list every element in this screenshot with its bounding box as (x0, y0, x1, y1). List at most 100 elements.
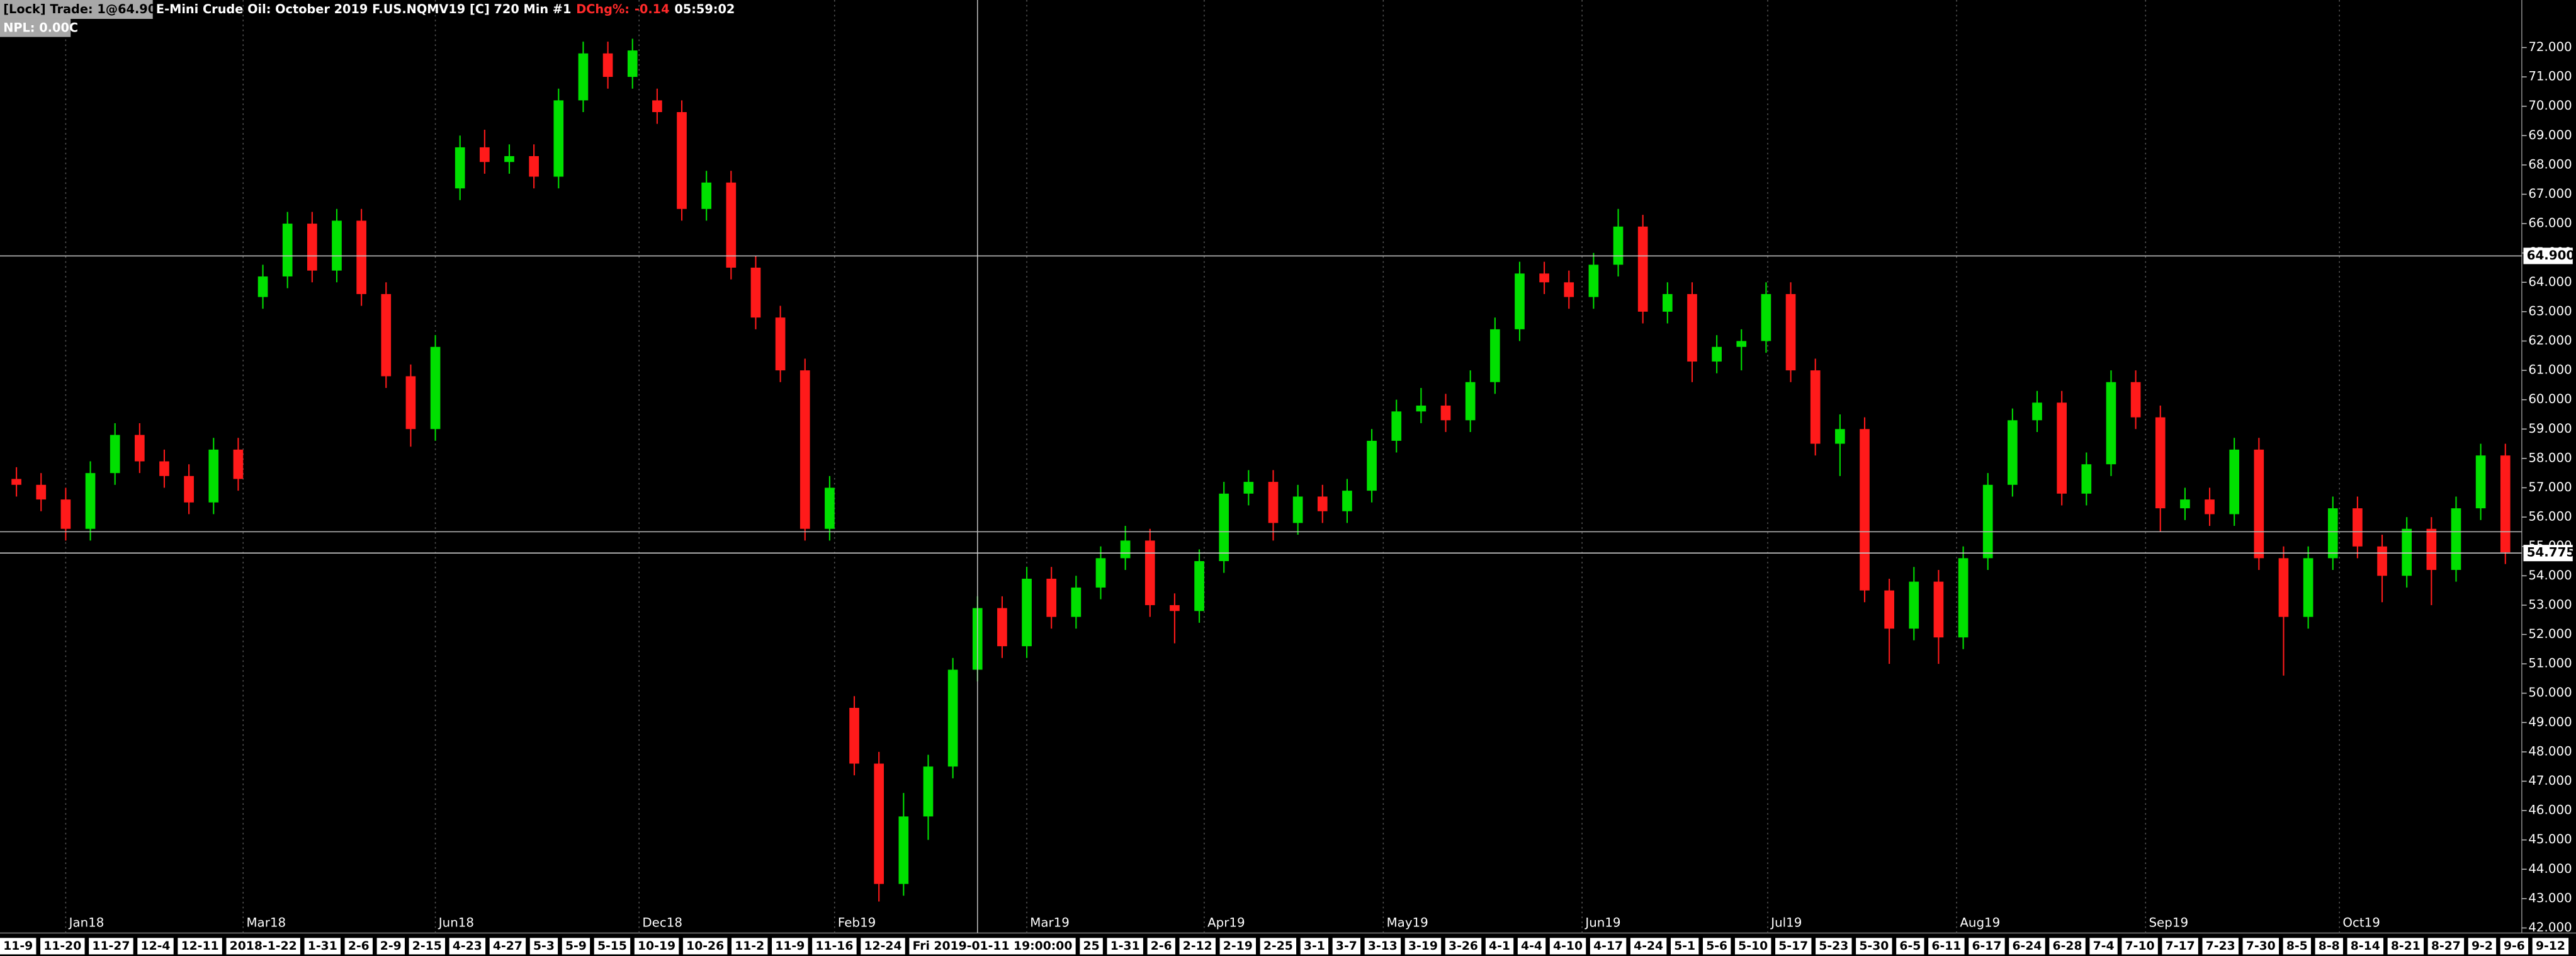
candle-body (60, 499, 71, 529)
candle-body (799, 370, 810, 529)
candle-body (677, 112, 687, 209)
date-label: 2-25 (1263, 940, 1293, 953)
candle-body (1663, 293, 1673, 312)
y-tick-label: 62.000 (2528, 333, 2572, 348)
candle-body (1637, 226, 1648, 312)
candle-body (529, 156, 539, 177)
candle-body (2353, 508, 2363, 547)
date-label-box (2162, 938, 2198, 955)
candle-body (2205, 499, 2215, 515)
candle-body (1909, 581, 1919, 629)
candle-body (1539, 273, 1549, 283)
date-label: 11-20 (43, 940, 81, 953)
price-label-box (2523, 248, 2573, 265)
date-label: 6-5 (1899, 940, 1921, 953)
candle-body (1736, 341, 1747, 347)
date-label-box (1404, 938, 1442, 955)
date-label-box (1816, 938, 1852, 955)
y-tick-label: 50.000 (2528, 685, 2572, 700)
date-label-box (2347, 938, 2384, 955)
npl-text: NPL: 0.00C (3, 20, 78, 35)
candle-body (2229, 449, 2240, 515)
candle-body (1022, 578, 1032, 647)
candle-body (2106, 382, 2116, 465)
date-label: 9-12 (2536, 940, 2565, 953)
month-label: Mar19 (1030, 915, 1070, 930)
candle-body (1712, 346, 1722, 362)
candle-body (1613, 226, 1624, 265)
date-label-box (1260, 938, 1297, 955)
price-label: 64.900 (2527, 248, 2575, 263)
candle-body (1958, 558, 1969, 638)
candle-body (825, 487, 835, 529)
candle-body (405, 376, 416, 430)
date-label: 6-11 (1931, 940, 1961, 953)
candle-body (184, 475, 194, 503)
lock-text: [Lock] Trade: 1@64.900 (3, 2, 164, 16)
candle-body (2180, 499, 2190, 509)
date-label-box (2500, 938, 2529, 955)
dchg-label: DChg%: (576, 2, 630, 16)
y-tick-label: 42.000 (2528, 920, 2572, 935)
candle-body (1761, 293, 1771, 341)
y-tick-label: 53.000 (2528, 597, 2572, 612)
candle-body (1982, 484, 1993, 559)
candle-body (1071, 587, 1082, 617)
date-label-box (634, 938, 679, 955)
date-label: 5-3 (533, 940, 555, 953)
candle-body (208, 449, 219, 503)
candle-body (1120, 540, 1131, 559)
npl-box (0, 18, 71, 37)
date-label-box (137, 938, 174, 955)
candle-body (307, 224, 317, 271)
date-label-box (409, 938, 446, 955)
date-label-box (682, 938, 728, 955)
date-label: 11-9 (3, 940, 33, 953)
candle-body (2081, 464, 2092, 494)
instrument: E-Mini Crude Oil: October 2019 F.US.NQMV… (156, 2, 571, 16)
candle-body (1564, 282, 1574, 297)
month-label: Jul19 (1770, 915, 1802, 930)
date-label-box (1928, 938, 1965, 955)
candle-body (1170, 605, 1180, 612)
candle-body (1933, 581, 1944, 638)
candle-body (2155, 417, 2166, 509)
candle-body (1884, 590, 1894, 629)
date-label: 7-17 (2166, 940, 2195, 953)
date-label: 8-5 (2286, 940, 2308, 953)
month-label: Jan18 (68, 915, 105, 930)
date-label-box (732, 938, 768, 955)
candle-body (2008, 420, 2018, 485)
date-label-box (1445, 938, 1482, 955)
date-label-box (1485, 938, 1514, 955)
date-label: 10-26 (686, 940, 724, 953)
candle-body (2278, 558, 2289, 617)
date-label-box (2121, 938, 2158, 955)
date-label: 4-24 (1634, 940, 1663, 953)
date-label-box (2283, 938, 2311, 955)
date-label-box (376, 938, 405, 955)
date-label-box (1896, 938, 1924, 955)
date-label-box (909, 938, 1076, 955)
candle-body (504, 156, 514, 162)
date-label-box (1590, 938, 1627, 955)
date-label-box (1147, 938, 1175, 955)
date-label-box (2427, 938, 2465, 955)
y-tick-label: 71.000 (2528, 69, 2572, 84)
date-label: 10-19 (638, 940, 675, 953)
date-label: 6-17 (1972, 940, 2001, 953)
date-label-box (1179, 938, 1216, 955)
candle-body (1317, 496, 1328, 511)
month-label: Feb19 (838, 915, 876, 930)
candle-body (282, 224, 293, 276)
y-tick-label: 54.000 (2528, 568, 2572, 583)
candle-body (2254, 449, 2264, 559)
y-tick-label: 64.000 (2528, 275, 2572, 289)
candle-body (1515, 273, 1525, 329)
date-label: 5-1 (1674, 940, 1695, 953)
candle-body (578, 53, 589, 101)
y-tick-label: 56.000 (2528, 509, 2572, 524)
dchg-value: -0.14 (635, 2, 670, 16)
